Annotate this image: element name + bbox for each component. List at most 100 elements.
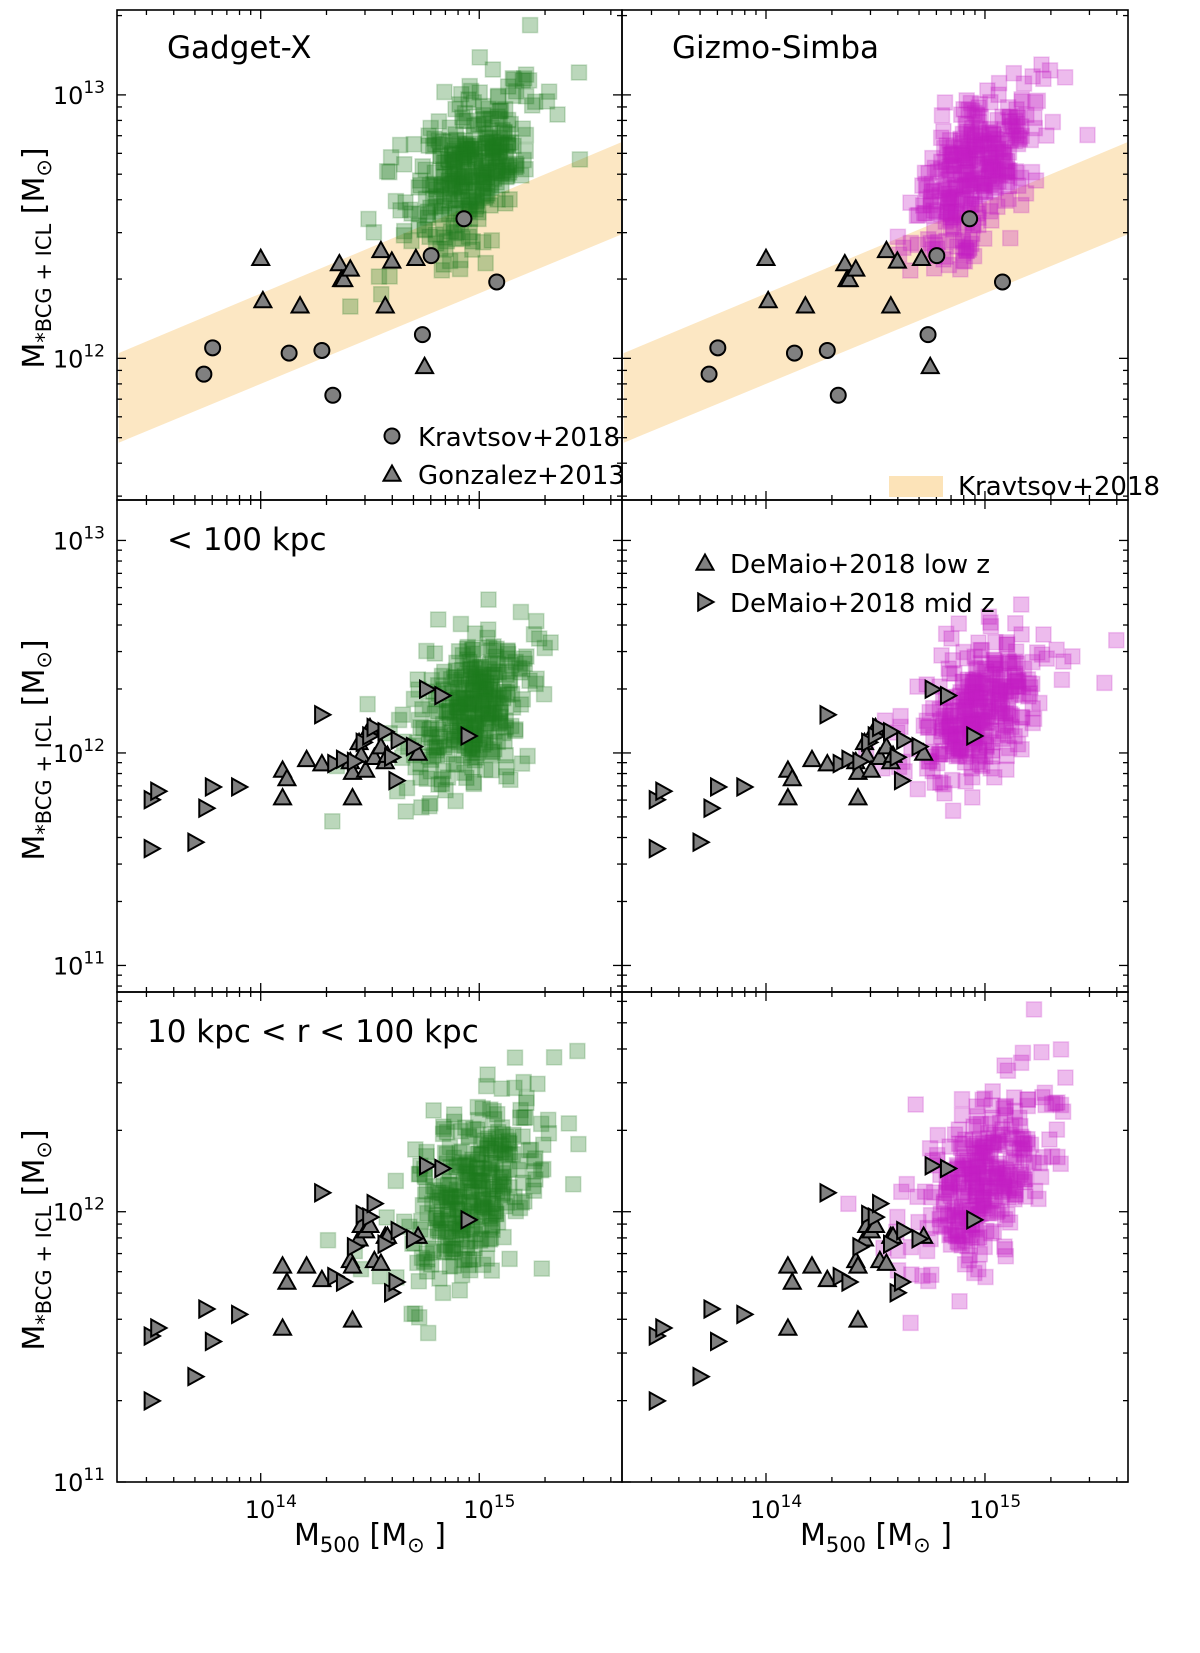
obs-point (364, 746, 385, 765)
sim-point (479, 1200, 496, 1217)
sim-point (956, 1148, 974, 1166)
sim-point (968, 661, 986, 678)
sim-point (454, 646, 472, 664)
sim-point (475, 692, 493, 710)
sim-point (961, 178, 978, 195)
sim-point (467, 157, 484, 175)
sim-point (438, 232, 456, 250)
sim-point (446, 142, 464, 160)
sim-point (448, 654, 465, 672)
sim-point (473, 1217, 490, 1234)
sim-point (470, 715, 487, 733)
sim-point (955, 691, 972, 709)
sim-point (473, 1197, 490, 1214)
sim-point (411, 205, 428, 223)
sim-point (1052, 1041, 1070, 1058)
sim-point (1011, 129, 1028, 146)
sim-point (974, 1134, 992, 1152)
sim-point (392, 202, 409, 219)
sim-point (509, 1161, 527, 1179)
sim-point (947, 1221, 964, 1239)
sim-point (435, 154, 452, 171)
sim-point (950, 187, 967, 205)
sim-point (972, 136, 989, 154)
sim-point (968, 107, 986, 125)
sim-point (941, 707, 958, 725)
obs-point (204, 339, 222, 357)
sim-point (488, 694, 506, 711)
obs-point (375, 295, 396, 314)
sim-point (474, 702, 492, 720)
sim-point (446, 141, 463, 159)
sim-point (468, 1160, 485, 1177)
sim-point (453, 182, 470, 200)
sim-point (985, 1180, 1003, 1197)
sim-point (940, 1174, 958, 1192)
sim-point (432, 1212, 449, 1229)
ticks (622, 500, 1128, 992)
sim-point (521, 672, 538, 689)
sim-point (514, 660, 531, 678)
sim-point (486, 1178, 503, 1195)
sim-point (943, 630, 960, 647)
sim-point (458, 1239, 476, 1257)
obs-point (390, 729, 409, 751)
sim-point (1020, 688, 1037, 705)
sim-point (518, 648, 535, 665)
sim-point (976, 1147, 993, 1164)
obs-point (801, 748, 823, 768)
sim-point (1031, 1154, 1049, 1172)
sim-point (998, 1172, 1016, 1190)
sim-point (982, 760, 999, 777)
sim-point (1014, 1169, 1032, 1186)
sim-point (535, 1136, 552, 1154)
sim-point (980, 167, 997, 185)
sim-point (898, 1175, 916, 1193)
sim-point (461, 1158, 478, 1175)
sim-point (473, 162, 491, 179)
sim-point (1007, 673, 1025, 690)
sim-point (492, 153, 509, 171)
sim-point (432, 206, 449, 223)
sim-point (433, 771, 451, 788)
sim-point (939, 1206, 957, 1224)
sim-point (450, 168, 467, 185)
sim-point (498, 684, 516, 701)
sim-point (1025, 1001, 1043, 1018)
sim-point (981, 151, 998, 169)
obs-point (883, 1233, 902, 1255)
sim-point (444, 175, 462, 192)
sim-point (958, 163, 975, 181)
sim-point (473, 172, 491, 189)
sim-point (476, 110, 493, 128)
sim-point (422, 795, 439, 812)
sim-point (966, 171, 984, 189)
sim-point (482, 1210, 500, 1227)
obs-point (785, 344, 803, 362)
sim-point (952, 130, 969, 148)
sim-point (422, 1256, 440, 1273)
sim-point (418, 1245, 435, 1262)
panel-top-left: 10121013Gadget-XKravtsov+2018Gonzalez+20… (53, 9, 625, 501)
sim-point (991, 669, 1009, 687)
sim-point (1026, 119, 1044, 137)
sim-point (479, 712, 497, 729)
sim-point (451, 1157, 468, 1174)
sim-point (461, 149, 478, 166)
sim-point (480, 139, 497, 157)
sim-point (482, 746, 499, 763)
sim-point (958, 180, 975, 197)
sim-point (1007, 163, 1025, 180)
sim-point (975, 230, 993, 247)
sim-point (489, 88, 507, 106)
sim-point (512, 1109, 529, 1126)
sim-point (439, 1228, 457, 1245)
obs-point (852, 751, 871, 772)
sim-point (489, 87, 507, 105)
sim-point (499, 686, 516, 703)
sim-point (987, 179, 1005, 196)
sim-point (419, 206, 437, 224)
sim-point (1008, 116, 1025, 133)
obs-point (655, 780, 674, 802)
sim-point (459, 1164, 476, 1182)
